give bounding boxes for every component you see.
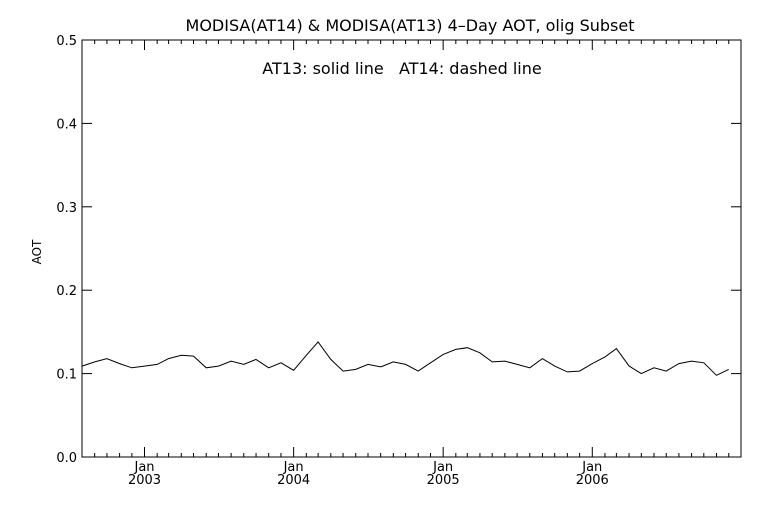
x-tick-month-label: Jan [133, 460, 154, 475]
x-tick-year-label: 2004 [277, 473, 310, 488]
legend-annotation: AT13: solid line AT14: dashed line [262, 59, 541, 78]
y-axis-label: AOT [30, 239, 44, 264]
chart-title: MODISA(AT14) & MODISA(AT13) 4–Day AOT, o… [186, 16, 635, 35]
x-tick-month-label: Jan [283, 460, 304, 475]
x-tick-month-label: Jan [432, 460, 453, 475]
x-tick-year-label: 2003 [128, 473, 161, 488]
y-tick-label: 0.3 [56, 201, 77, 216]
y-tick-label: 0.4 [56, 117, 77, 132]
x-tick-month-label: Jan [581, 460, 602, 475]
x-tick-year-label: 2006 [576, 473, 609, 488]
y-tick-label: 0.5 [56, 34, 77, 49]
plot-frame [81, 39, 742, 458]
y-tick-label: 0.2 [56, 284, 77, 299]
y-tick-label: 0.0 [56, 451, 77, 466]
series-line-at13 [81, 341, 729, 376]
y-axis: 0.0 0.1 0.2 0.3 0.4 0.5 [56, 34, 741, 466]
x-tick-year-label: 2005 [427, 473, 460, 488]
y-tick-label: 0.1 [56, 368, 77, 383]
series-layer [81, 341, 729, 376]
